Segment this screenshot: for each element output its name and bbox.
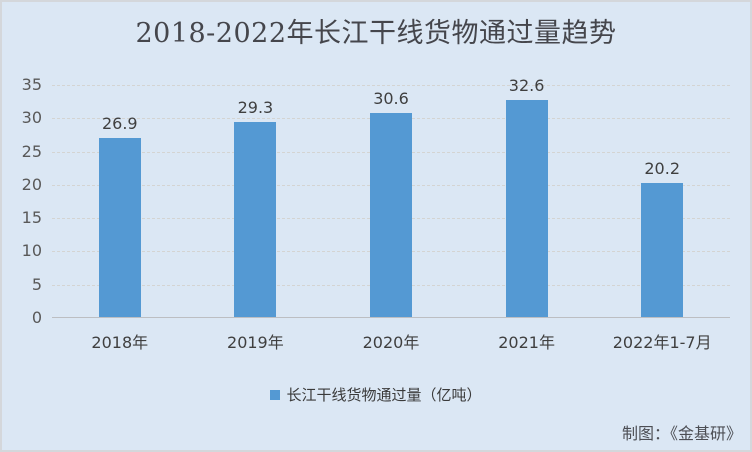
bar-2022年1-7月 [641, 182, 684, 317]
legend: 长江干线货物通过量（亿吨） [2, 385, 750, 405]
data-label: 32.6 [508, 75, 545, 95]
x-axis-tick-label: 2022年1-7月 [612, 333, 712, 352]
y-axis-tick-label: 15 [21, 208, 42, 228]
chart-title: 2018-2022年长江干线货物通过量趋势 [135, 18, 617, 49]
y-axis-tick-label: 20 [21, 174, 42, 194]
data-label: 20.2 [644, 158, 680, 178]
bar-2018年 [98, 137, 141, 317]
plot-area: 26.9 29.3 30.6 32.6 20.2 [52, 76, 730, 318]
data-label: 26.9 [101, 113, 138, 133]
data-label: 29.3 [237, 97, 274, 117]
data-label: 30.6 [373, 89, 409, 109]
y-axis-tick-label: 35 [21, 75, 42, 94]
legend-label: 长江干线货物通过量（亿吨） [286, 386, 482, 404]
x-axis-tick-label: 2018年 [91, 333, 149, 352]
y-axis-tick-label: 0 [31, 308, 42, 327]
bar-2019年 [234, 121, 277, 317]
attribution: 制图：《金基研》 [621, 424, 742, 443]
bar-2020年 [370, 113, 412, 317]
y-axis-tick-label: 5 [31, 274, 42, 294]
x-axis-tick-label: 2021年 [498, 333, 555, 352]
gridline [52, 85, 730, 86]
y-axis-tick-label: 25 [21, 141, 42, 161]
x-axis-line [52, 317, 730, 318]
bar-2021年 [505, 99, 548, 317]
x-axis-tick-label: 2020年 [362, 333, 420, 352]
y-axis-tick-label: 10 [21, 241, 42, 261]
legend-swatch-icon [270, 390, 281, 400]
y-axis-tick-label: 30 [21, 108, 42, 128]
x-axis-tick-label: 2019年 [227, 333, 284, 352]
